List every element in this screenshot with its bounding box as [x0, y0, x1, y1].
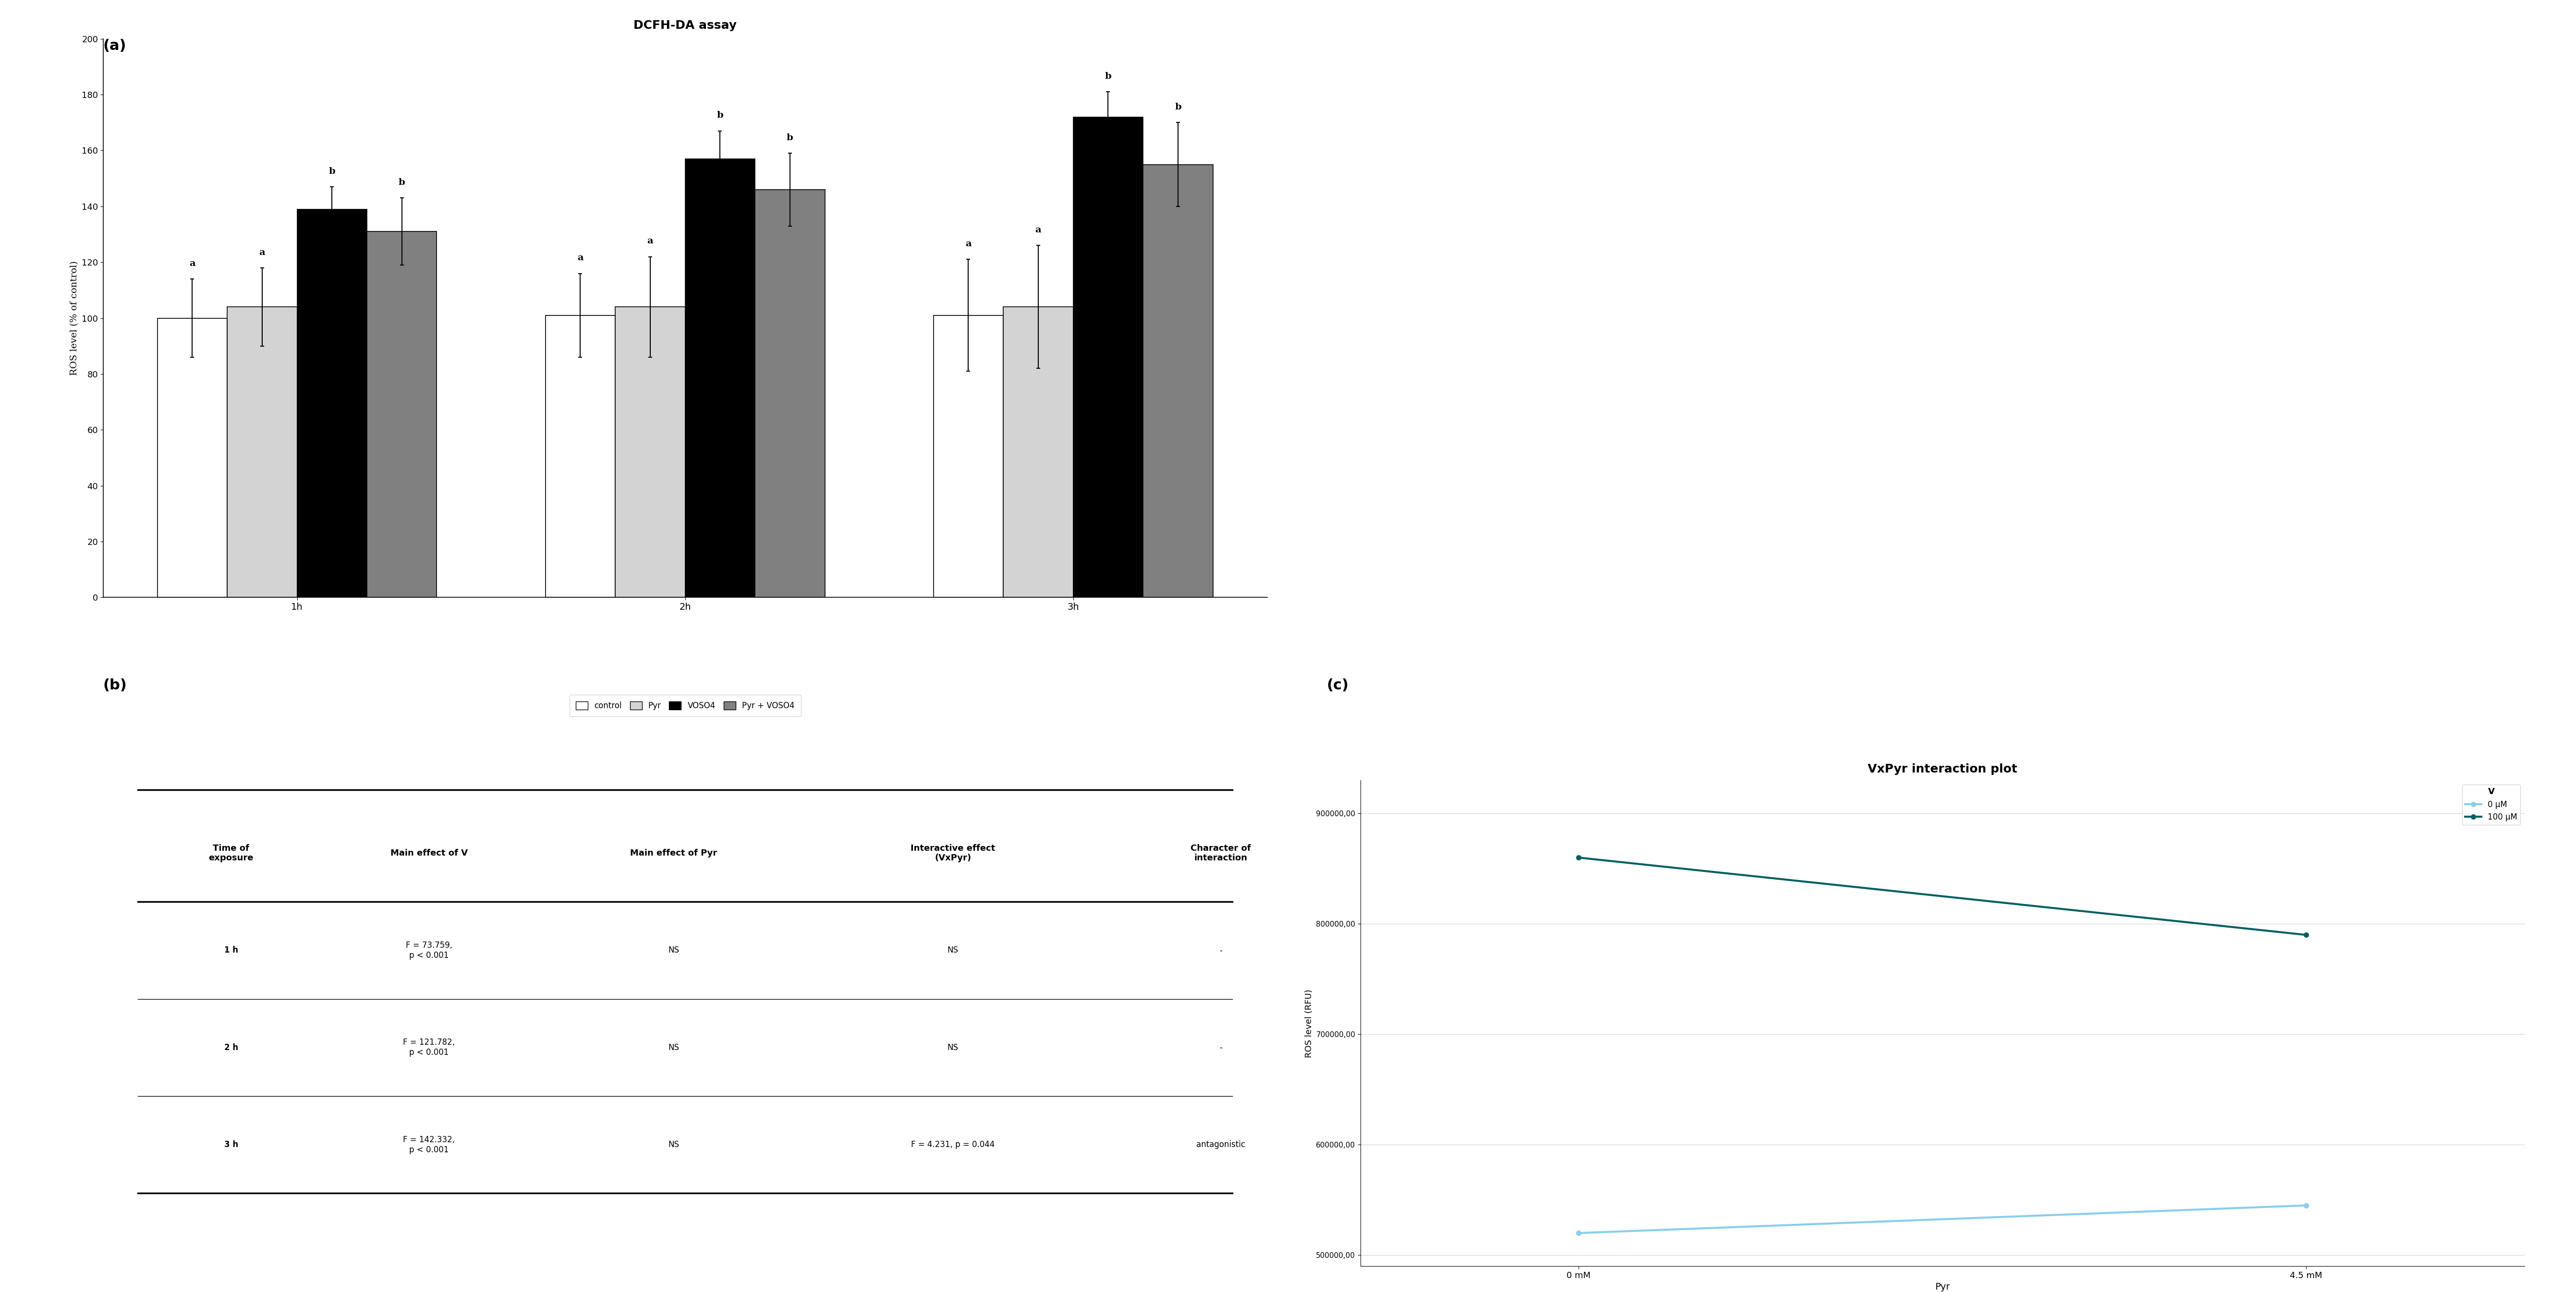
Bar: [1002, 307, 1074, 597]
Text: a: a: [260, 248, 265, 257]
Y-axis label: ROS level (% of control): ROS level (% of control): [70, 261, 80, 376]
Text: Time of
exposure: Time of exposure: [209, 844, 252, 863]
Text: b: b: [1105, 72, 1110, 80]
Text: a: a: [966, 239, 971, 248]
X-axis label: Pyr: Pyr: [1935, 1283, 1950, 1292]
Text: b: b: [399, 178, 404, 187]
Text: (c): (c): [1327, 678, 1350, 693]
0 μM: [1564, 1225, 1595, 1240]
100 μM: [2290, 928, 2321, 943]
Text: a: a: [188, 260, 196, 267]
Legend: 0 μM, 100 μM: 0 μM, 100 μM: [2463, 784, 2519, 824]
Text: Interactive effect
(VxPyr): Interactive effect (VxPyr): [909, 844, 994, 863]
Text: -: -: [1218, 946, 1221, 955]
Text: Character of
interaction: Character of interaction: [1190, 844, 1252, 863]
Text: 3 h: 3 h: [224, 1141, 237, 1149]
Title: VxPyr interaction plot: VxPyr interaction plot: [1868, 764, 2017, 775]
Text: 2 h: 2 h: [224, 1043, 237, 1052]
0 μM: [2290, 1198, 2321, 1213]
Bar: [933, 315, 1002, 597]
Bar: [1074, 118, 1144, 597]
Bar: [366, 231, 438, 597]
Legend: control, Pyr, VOSO4, Pyr + VOSO4: control, Pyr, VOSO4, Pyr + VOSO4: [569, 695, 801, 717]
Text: (a): (a): [103, 39, 126, 53]
Bar: [157, 318, 227, 597]
Text: b: b: [330, 167, 335, 176]
Text: b: b: [1175, 103, 1182, 111]
Text: F = 142.332,
p < 0.001: F = 142.332, p < 0.001: [402, 1136, 456, 1154]
Bar: [616, 307, 685, 597]
Text: NS: NS: [948, 1043, 958, 1052]
Bar: [685, 159, 755, 597]
Text: NS: NS: [667, 946, 680, 955]
Bar: [227, 307, 296, 597]
Text: Main effect of Pyr: Main effect of Pyr: [631, 849, 716, 858]
Bar: [755, 190, 824, 597]
Text: (b): (b): [103, 678, 126, 693]
Text: b: b: [786, 133, 793, 142]
Text: F = 121.782,
p < 0.001: F = 121.782, p < 0.001: [402, 1039, 456, 1057]
Text: antagonistic: antagonistic: [1195, 1141, 1244, 1149]
Title: DCFH-DA assay: DCFH-DA assay: [634, 19, 737, 31]
Text: 1 h: 1 h: [224, 946, 237, 955]
Bar: [546, 315, 616, 597]
Bar: [1144, 164, 1213, 597]
Text: -: -: [1218, 1043, 1221, 1052]
Text: a: a: [1036, 226, 1041, 234]
Text: F = 4.231, p = 0.044: F = 4.231, p = 0.044: [912, 1141, 994, 1149]
Text: b: b: [716, 111, 724, 120]
Bar: [296, 209, 366, 597]
Text: a: a: [647, 236, 654, 245]
Y-axis label: ROS level (RFU): ROS level (RFU): [1303, 988, 1314, 1057]
Line: 100 μM: 100 μM: [1577, 855, 2308, 937]
Text: Main effect of V: Main effect of V: [392, 849, 469, 858]
Text: F = 73.759,
p < 0.001: F = 73.759, p < 0.001: [404, 941, 453, 960]
Line: 0 μM: 0 μM: [1577, 1203, 2308, 1235]
100 μM: [1564, 850, 1595, 866]
Text: a: a: [577, 253, 582, 262]
Text: NS: NS: [667, 1043, 680, 1052]
Text: NS: NS: [948, 946, 958, 955]
Text: NS: NS: [667, 1141, 680, 1149]
